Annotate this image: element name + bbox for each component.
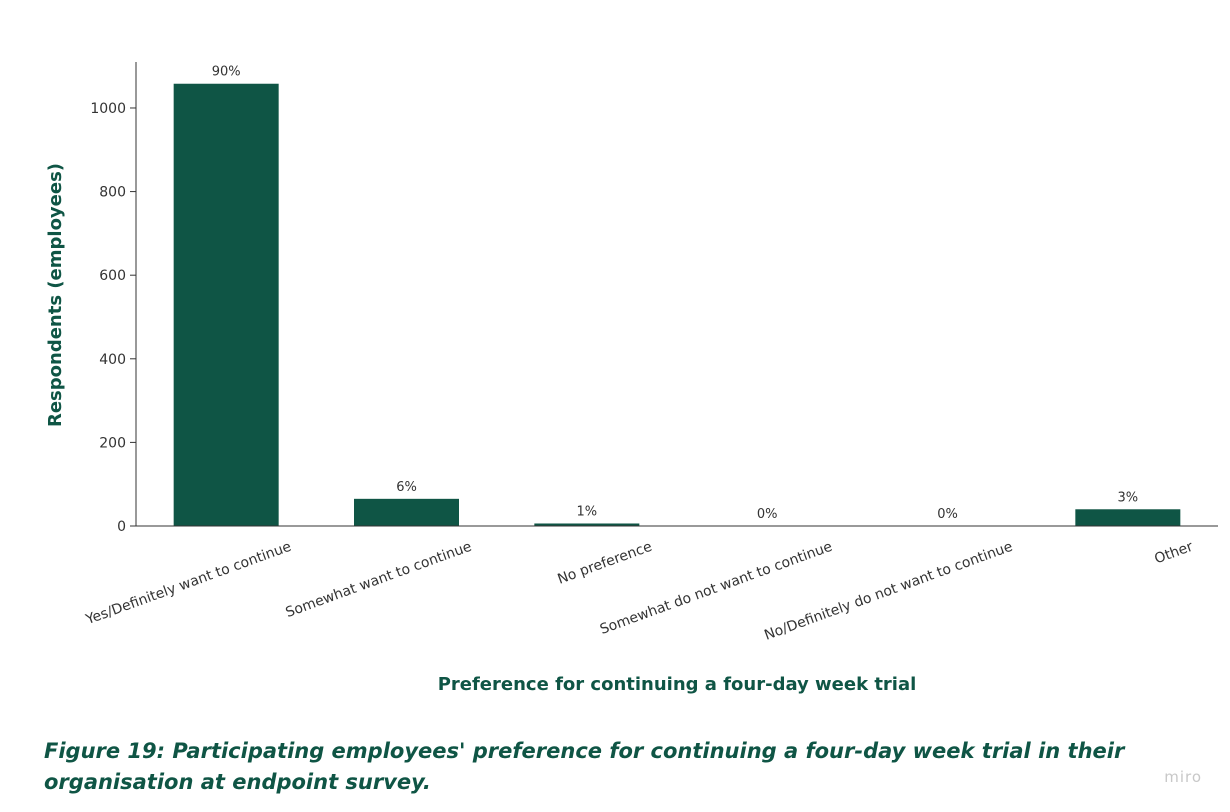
category-labels: Yes/Definitely want to continueSomewhat …: [83, 539, 1195, 644]
x-axis-title: Preference for continuing a four-day wee…: [438, 674, 917, 695]
category-label: Yes/Definitely want to continue: [83, 539, 294, 629]
y-tick-label: 400: [99, 352, 126, 368]
category-label: Somewhat want to continue: [283, 539, 473, 621]
bar-data-label: 1%: [577, 504, 598, 519]
y-tick-label: 0: [117, 519, 126, 535]
data-labels: 90% 6% 1% 0% 0% 3%: [212, 65, 1138, 522]
bar-data-label: 6%: [396, 480, 417, 495]
figure-caption: Figure 19: Participating employees' pref…: [44, 739, 1125, 794]
bar: [534, 523, 640, 526]
bar: [354, 498, 459, 526]
y-tick-label: 800: [99, 185, 126, 201]
bar: [173, 83, 279, 526]
bar-data-label: 90%: [212, 65, 241, 80]
watermark-logo: miro: [1164, 768, 1202, 786]
y-tick-label: 1000: [90, 101, 126, 117]
bar-data-label: 3%: [1118, 490, 1139, 505]
y-axis-ticks: 0 200 400 600 800 1000: [90, 101, 136, 535]
category-label: No preference: [555, 539, 654, 588]
bar-data-label: 0%: [757, 507, 778, 522]
bars: [173, 83, 1181, 526]
y-tick-label: 600: [99, 268, 126, 284]
y-axis-title: Respondents (employees): [45, 163, 66, 427]
bar-data-label: 0%: [937, 507, 958, 522]
category-label: Other: [1152, 539, 1195, 568]
y-tick-label: 200: [99, 435, 126, 451]
bar: [1075, 509, 1181, 526]
bar-chart: 0 200 400 600 800 1000 90% 6% 1% 0% 0% 3% Yes/Defi…: [45, 62, 1218, 695]
